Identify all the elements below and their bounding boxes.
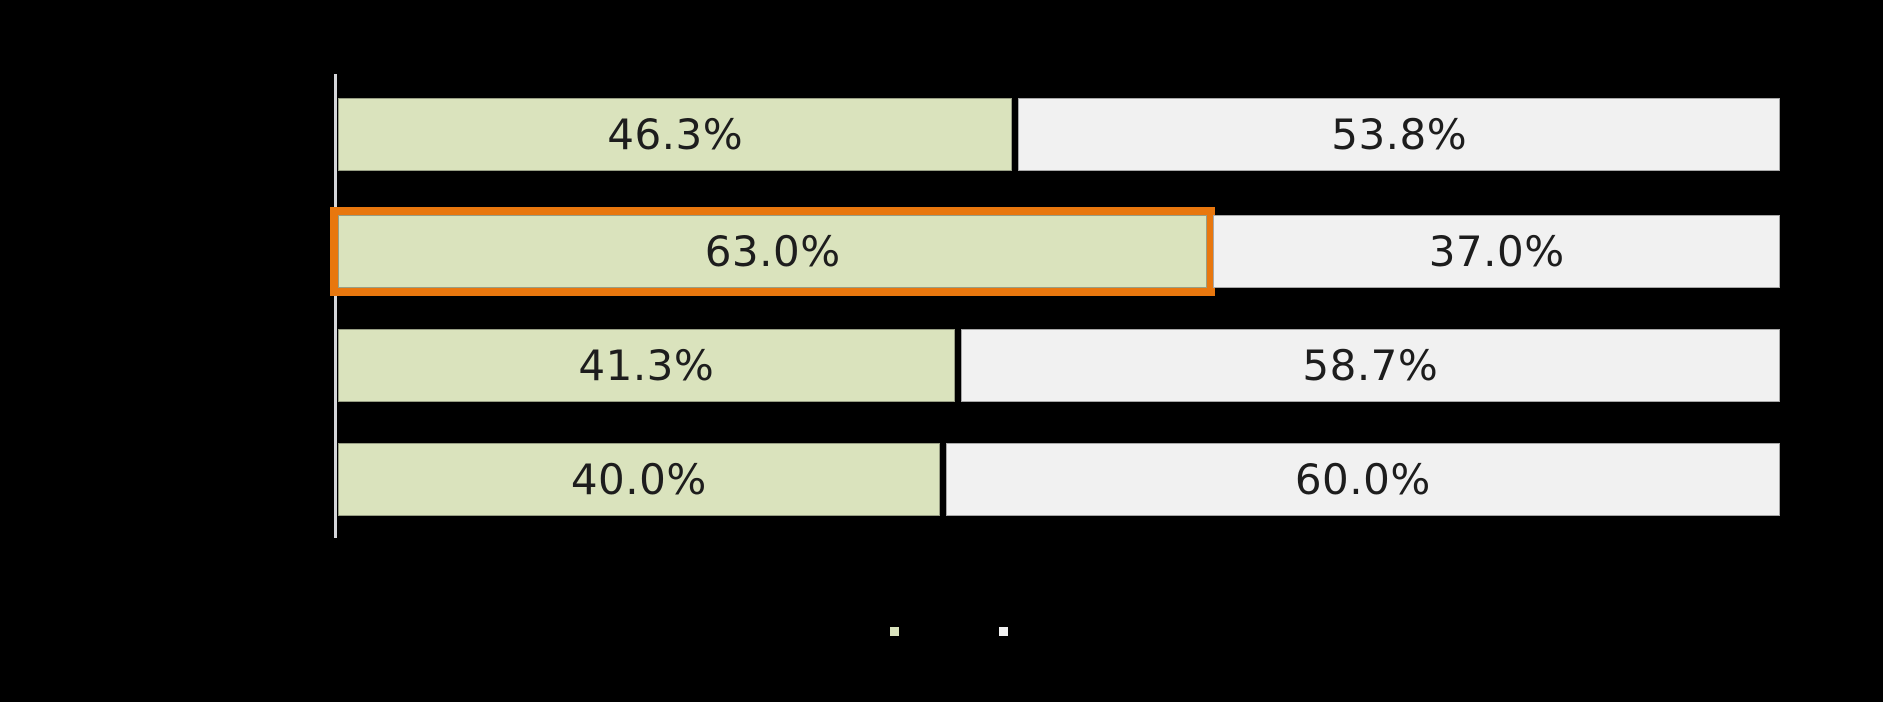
bar-value-label: 58.7% [1302, 341, 1439, 390]
y-axis-line [334, 74, 337, 538]
bar-segment-green: 40.0% [338, 443, 940, 516]
bar-segment-green: 46.3% [338, 98, 1013, 171]
bar-value-label: 37.0% [1428, 227, 1565, 276]
bar-segment-green: 41.3% [338, 329, 955, 402]
bar-segment-gray: 58.7% [960, 329, 1780, 402]
bar-row: 40.0% 60.0% [338, 443, 1780, 516]
bar-value-label: 41.3% [578, 341, 715, 390]
bar-segment-gray: 60.0% [945, 443, 1780, 516]
bar-segment-gray: 53.8% [1018, 98, 1780, 171]
bar-value-label: 46.3% [607, 110, 744, 159]
bar-value-label: 63.0% [704, 227, 841, 276]
bar-row: 41.3% 58.7% [338, 329, 1780, 402]
legend [0, 620, 1883, 650]
bar-row: 46.3% 53.8% [338, 98, 1780, 171]
bar-value-label: 53.8% [1331, 110, 1468, 159]
bar-row: 63.0% 37.0% [329, 207, 1780, 296]
bar-value-label: 40.0% [570, 455, 707, 504]
bar-segment-gray: 37.0% [1213, 215, 1780, 288]
legend-swatch-green [890, 627, 899, 636]
legend-swatch-gray [999, 627, 1008, 636]
bar-value-label: 60.0% [1294, 455, 1431, 504]
bar-segment-green-highlighted: 63.0% [329, 207, 1216, 296]
